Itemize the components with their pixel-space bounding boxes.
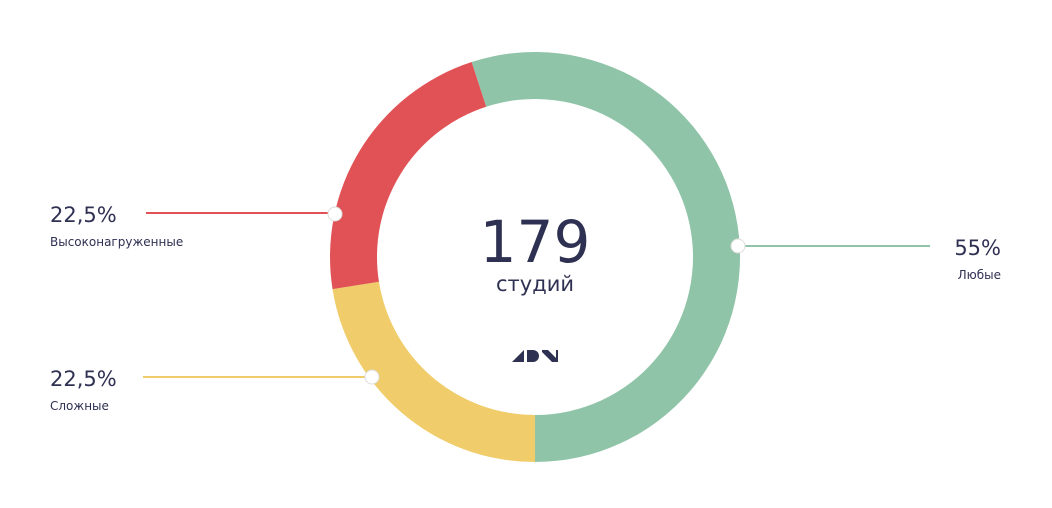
- logo: [512, 350, 558, 362]
- callout-dot: [327, 206, 343, 222]
- donut-slice: [471, 52, 740, 462]
- callout-dot: [364, 369, 380, 385]
- center-value: 179: [480, 208, 591, 276]
- value-label: 22,5%: [50, 367, 117, 391]
- category-label: Сложные: [50, 399, 109, 413]
- category-label: Любые: [958, 268, 1001, 282]
- callout-dot: [730, 238, 746, 254]
- center-label: студий: [496, 272, 574, 296]
- category-label: Высоконагруженные: [50, 235, 183, 249]
- donut-slice: [330, 62, 487, 290]
- value-label: 22,5%: [50, 203, 117, 227]
- donut-slice: [332, 281, 535, 462]
- value-label: 55%: [954, 236, 1001, 260]
